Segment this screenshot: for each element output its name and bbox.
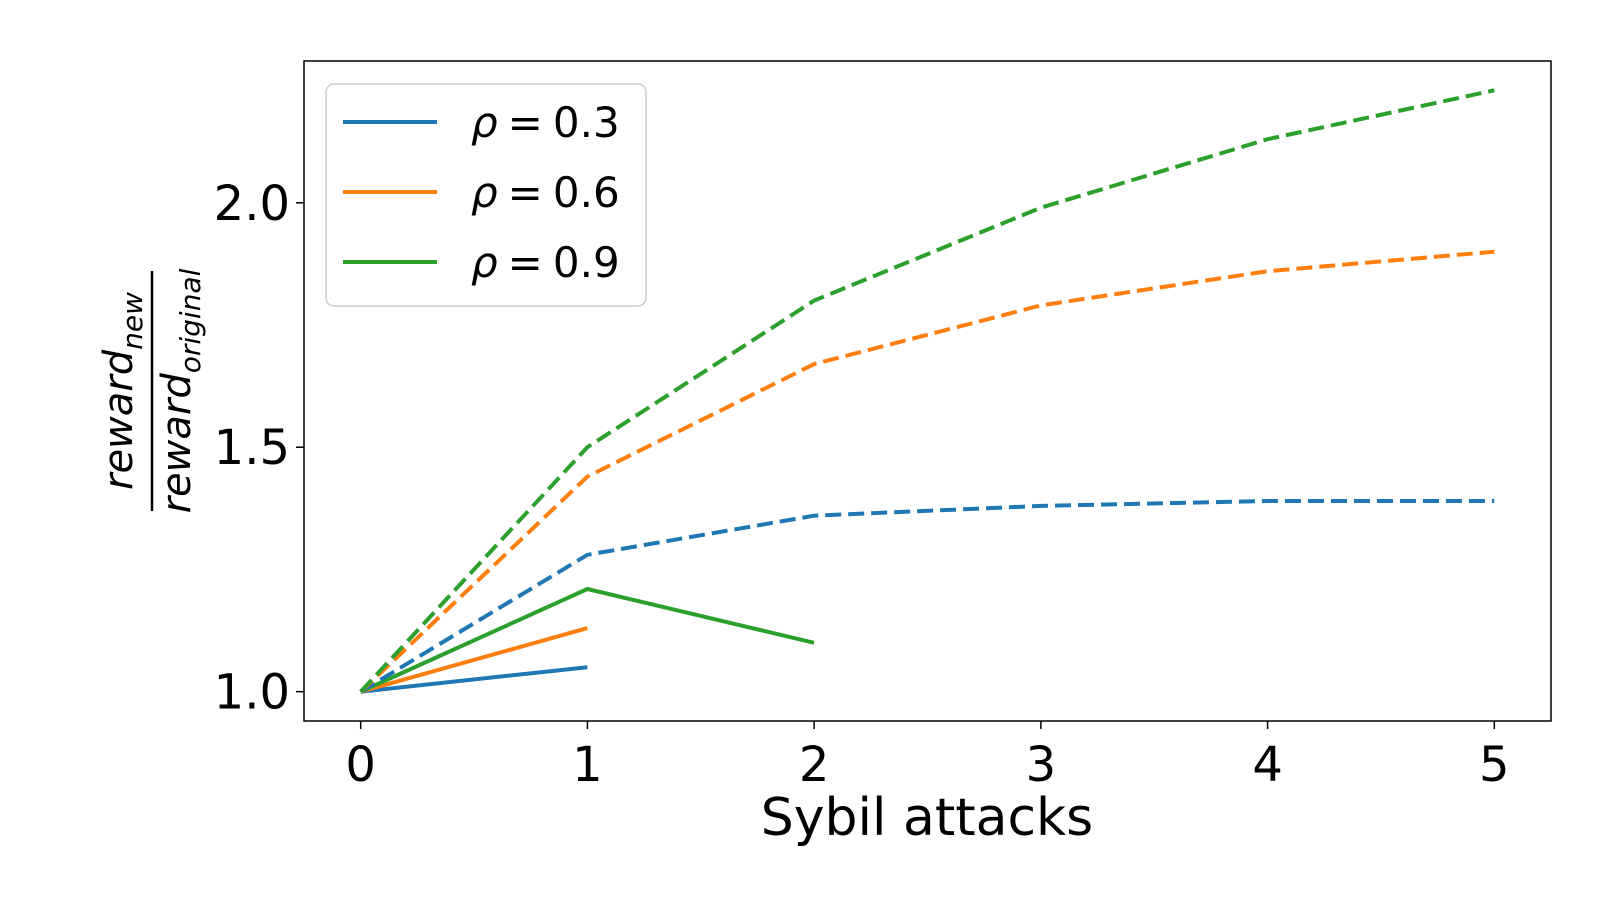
plot-frame [303, 60, 1552, 722]
x-axis: 0 1 2 3 4 5 [345, 721, 1510, 793]
legend-label-rho-0-3: ρ = 0.3 [471, 98, 620, 147]
series-layer [359, 88, 1495, 694]
x-tick-label: 3 [1026, 737, 1057, 793]
x-tick-label: 0 [345, 737, 376, 793]
series-line-solid-0 [360, 665, 588, 694]
y-axis-denominator-sub: original [174, 268, 207, 373]
svg-text:rewardoriginal: rewardoriginal [154, 268, 207, 513]
x-tick-label: 5 [1479, 737, 1510, 793]
series-line-solid-1 [360, 626, 588, 694]
y-axis-numerator-sub: new [116, 292, 149, 350]
x-axis-title: Sybil attacks [761, 788, 1094, 848]
legend-box [325, 83, 647, 307]
x-tick-label: 1 [572, 737, 603, 793]
y-tick-label: 1.5 [214, 420, 290, 476]
y-axis-denominator: reward [154, 373, 200, 514]
y-tick-label: 2.0 [214, 176, 290, 232]
legend: ρ = 0.3 ρ = 0.6 ρ = 0.9 [325, 83, 647, 307]
y-axis-title: rewardnew rewardoriginal [96, 268, 207, 513]
x-tick-label: 2 [799, 737, 830, 793]
series-line-dashed-3 [359, 499, 1495, 694]
x-tick-label: 4 [1252, 737, 1283, 793]
series-line-dashed-5 [359, 88, 1495, 694]
series-line-solid-2 [359, 587, 815, 694]
series-line-dashed-4 [359, 249, 1495, 694]
y-tick-label: 1.0 [214, 665, 290, 721]
legend-label-rho-0-6: ρ = 0.6 [471, 168, 620, 217]
y-axis: 1.0 1.5 2.0 [214, 176, 304, 721]
svg-text:rewardnew: rewardnew [96, 292, 149, 490]
legend-label-rho-0-9: ρ = 0.9 [471, 238, 620, 287]
y-axis-numerator: reward [96, 349, 142, 490]
